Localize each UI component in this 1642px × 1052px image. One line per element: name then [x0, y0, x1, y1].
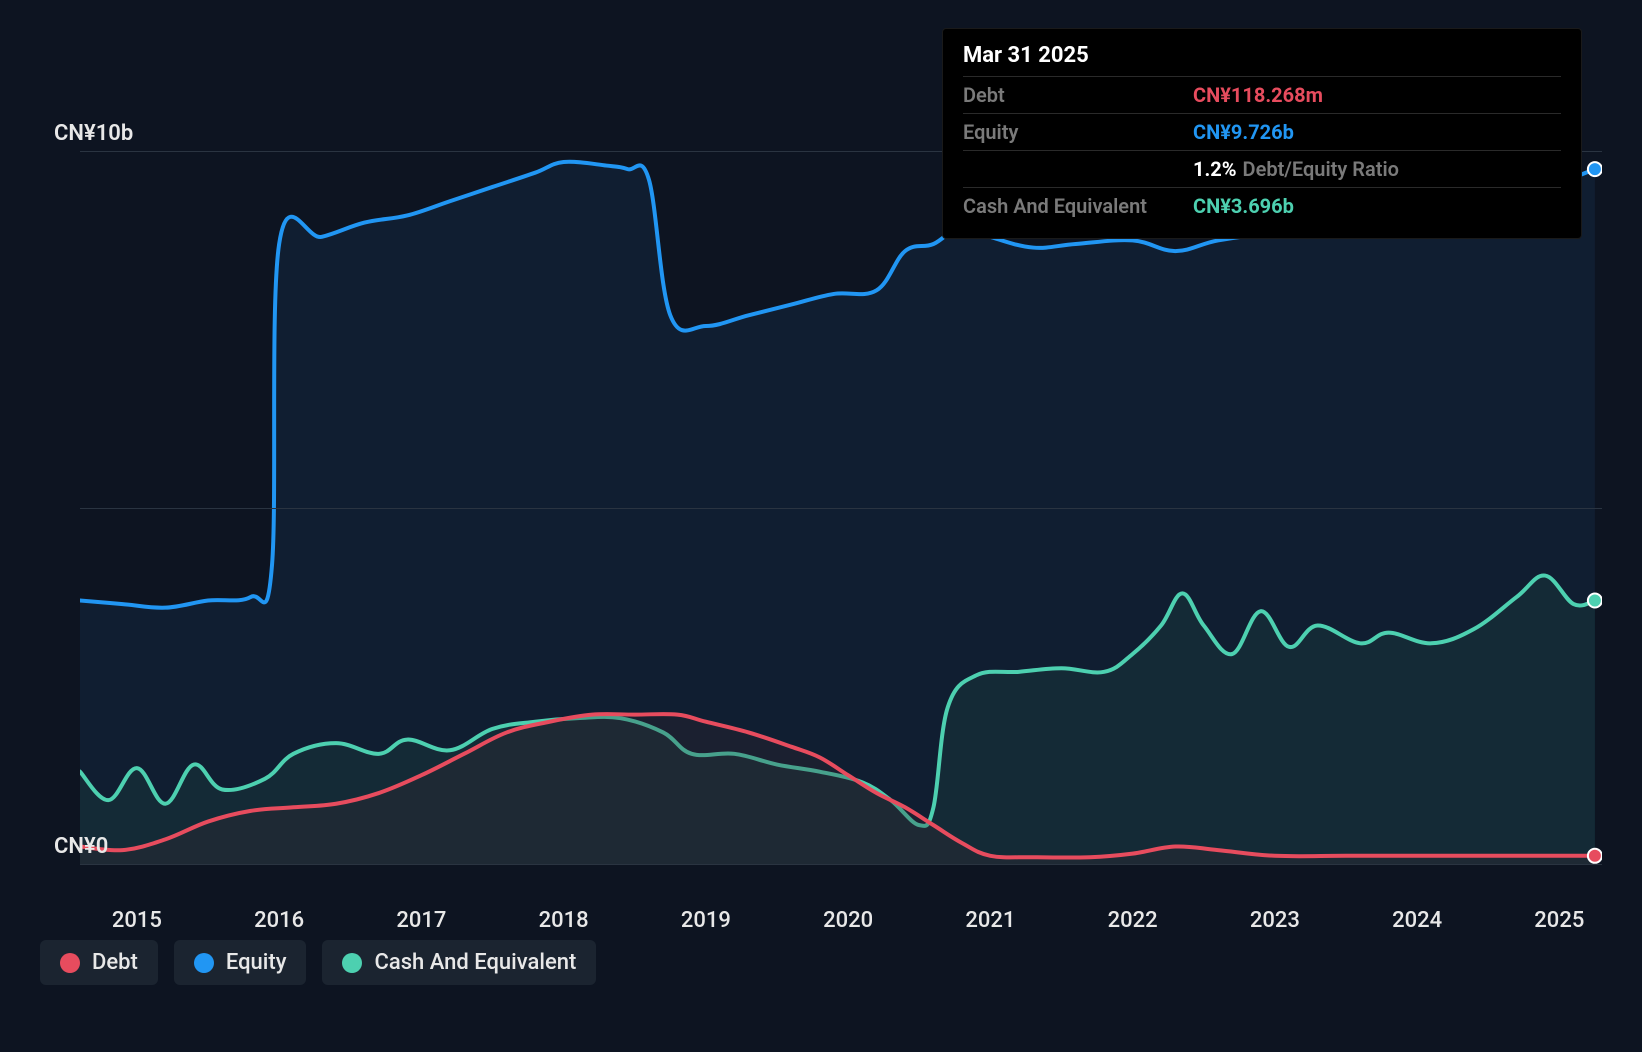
legend-item-debt[interactable]: Debt — [40, 940, 158, 985]
tooltip-row: Cash And EquivalentCN¥3.696b — [963, 187, 1561, 224]
y-axis-label: CN¥10b — [54, 121, 133, 146]
x-axis-label: 2019 — [681, 908, 731, 933]
x-axis-label: 2016 — [254, 908, 304, 933]
tooltip-row-label: Debt — [963, 83, 1193, 107]
x-axis-label: 2022 — [1108, 908, 1158, 933]
x-axis-label: 2015 — [112, 908, 162, 933]
tooltip-row-label: Cash And Equivalent — [963, 194, 1193, 218]
tooltip-ratio-row: 1.2% Debt/Equity Ratio — [963, 150, 1561, 187]
endpoint-marker[interactable] — [1588, 849, 1602, 863]
legend: Debt Equity Cash And Equivalent — [40, 940, 596, 985]
legend-dot-icon — [194, 953, 214, 973]
tooltip-row-value: CN¥118.268m — [1193, 83, 1323, 107]
tooltip-ratio-label: Debt/Equity Ratio — [1243, 157, 1399, 181]
legend-dot-icon — [342, 953, 362, 973]
endpoint-marker[interactable] — [1588, 162, 1602, 176]
x-axis-label: 2024 — [1392, 908, 1442, 933]
x-axis-label: 2017 — [396, 908, 446, 933]
x-axis-label: 2018 — [539, 908, 589, 933]
tooltip-title: Mar 31 2025 — [963, 43, 1561, 68]
gridline — [80, 508, 1602, 509]
gridline — [80, 864, 1602, 865]
legend-dot-icon — [60, 953, 80, 973]
tooltip: Mar 31 2025 DebtCN¥118.268mEquityCN¥9.72… — [942, 28, 1582, 239]
tooltip-row-value: CN¥3.696b — [1193, 194, 1294, 218]
tooltip-row-value: CN¥9.726b — [1193, 120, 1294, 144]
x-axis-label: 2023 — [1250, 908, 1300, 933]
tooltip-rows-1: DebtCN¥118.268mEquityCN¥9.726b — [963, 76, 1561, 150]
legend-item-equity[interactable]: Equity — [174, 940, 307, 985]
tooltip-row: EquityCN¥9.726b — [963, 113, 1561, 150]
legend-label: Cash And Equivalent — [374, 950, 576, 975]
x-axis-label: 2020 — [823, 908, 873, 933]
tooltip-row: DebtCN¥118.268m — [963, 76, 1561, 113]
legend-item-cash-and-equivalent[interactable]: Cash And Equivalent — [322, 940, 596, 985]
tooltip-row-label: Equity — [963, 120, 1193, 144]
x-axis-label: 2025 — [1534, 908, 1584, 933]
legend-label: Equity — [226, 950, 287, 975]
x-axis-label: 2021 — [965, 908, 1015, 933]
tooltip-rows-2: Cash And EquivalentCN¥3.696b — [963, 187, 1561, 224]
legend-label: Debt — [92, 950, 138, 975]
tooltip-ratio-value: 1.2% — [1193, 157, 1237, 181]
endpoint-marker[interactable] — [1588, 594, 1602, 608]
y-axis-label: CN¥0 — [54, 834, 108, 859]
